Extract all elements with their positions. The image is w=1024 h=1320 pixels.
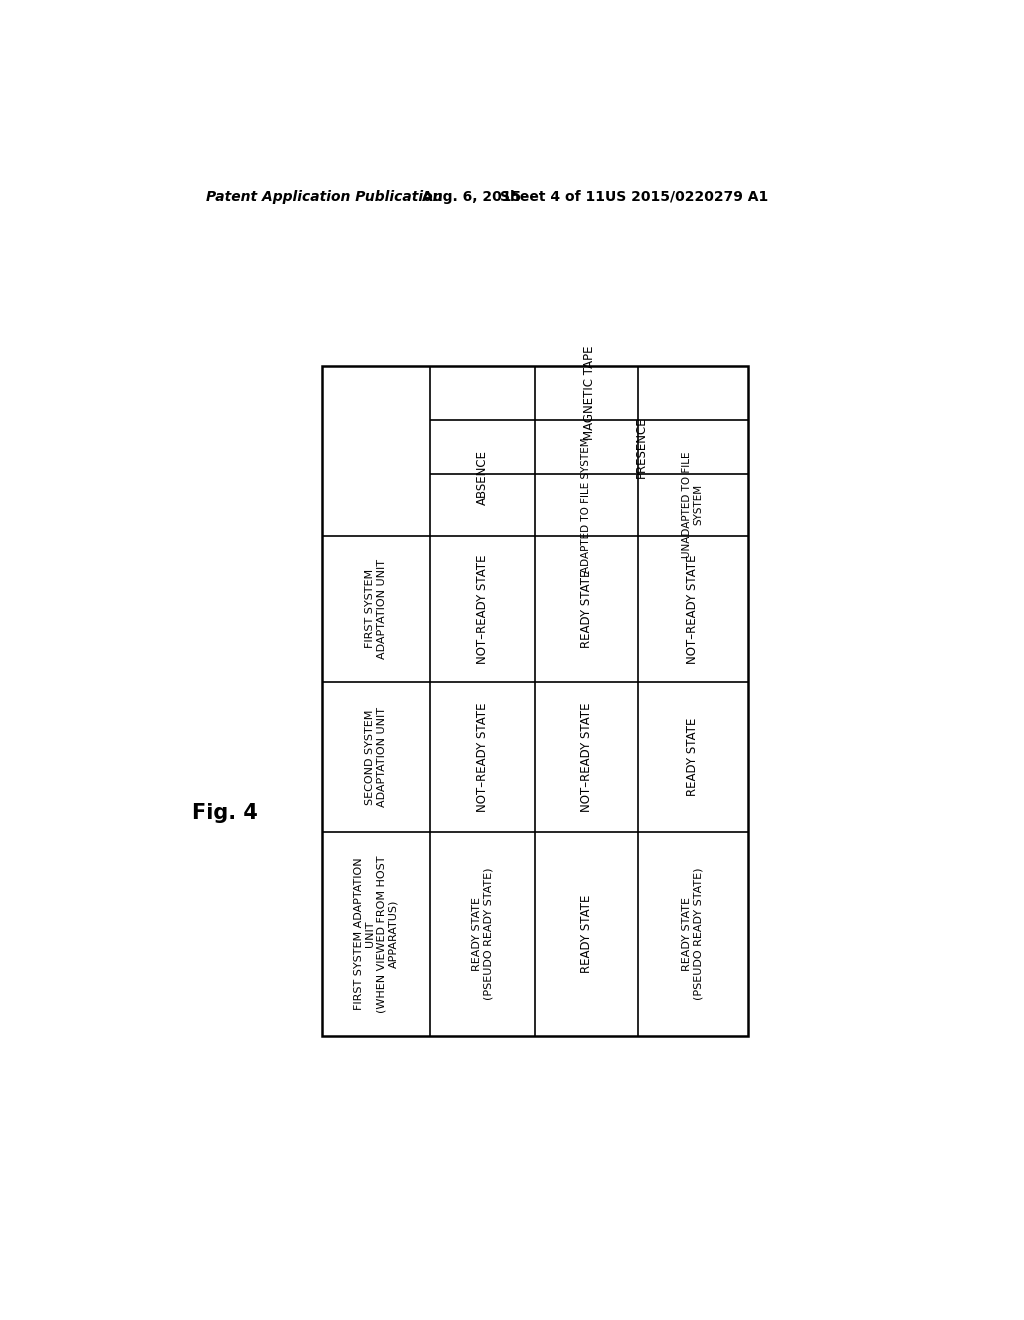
- Text: PRESENCE: PRESENCE: [635, 416, 648, 478]
- Text: READY STATE
(PSEUDO READY STATE): READY STATE (PSEUDO READY STATE): [472, 869, 494, 1001]
- Text: NOT–READY STATE: NOT–READY STATE: [580, 702, 593, 812]
- Text: READY STATE: READY STATE: [580, 895, 593, 973]
- Text: ADAPTED TO FILE SYSTEM: ADAPTED TO FILE SYSTEM: [582, 437, 592, 573]
- Text: SECOND SYSTEM
ADAPTATION UNIT: SECOND SYSTEM ADAPTATION UNIT: [366, 708, 387, 807]
- Text: READY STATE: READY STATE: [686, 718, 699, 796]
- Text: READY STATE: READY STATE: [580, 570, 593, 648]
- Text: Fig. 4: Fig. 4: [191, 803, 257, 822]
- Bar: [322, 367, 748, 1036]
- Text: FIRST SYSTEM ADAPTATION
UNIT
(WHEN VIEWED FROM HOST
APPARATUS): FIRST SYSTEM ADAPTATION UNIT (WHEN VIEWE…: [353, 855, 398, 1012]
- Text: NOT–READY STATE: NOT–READY STATE: [686, 554, 699, 664]
- Text: UNADAPTED TO FILE
SYSTEM: UNADAPTED TO FILE SYSTEM: [682, 451, 703, 558]
- Text: Sheet 4 of 11: Sheet 4 of 11: [500, 190, 605, 203]
- Text: FIRST SYSTEM
ADAPTATION UNIT: FIRST SYSTEM ADAPTATION UNIT: [366, 558, 387, 659]
- Text: ABSENCE: ABSENCE: [476, 450, 489, 506]
- Text: Patent Application Publication: Patent Application Publication: [206, 190, 442, 203]
- Text: MAGNETIC TAPE: MAGNETIC TAPE: [583, 346, 596, 441]
- Text: NOT–READY STATE: NOT–READY STATE: [476, 702, 489, 812]
- Text: NOT–READY STATE: NOT–READY STATE: [476, 554, 489, 664]
- Text: US 2015/0220279 A1: US 2015/0220279 A1: [604, 190, 768, 203]
- Text: Aug. 6, 2015: Aug. 6, 2015: [423, 190, 522, 203]
- Text: READY STATE
(PSEUDO READY STATE): READY STATE (PSEUDO READY STATE): [682, 869, 703, 1001]
